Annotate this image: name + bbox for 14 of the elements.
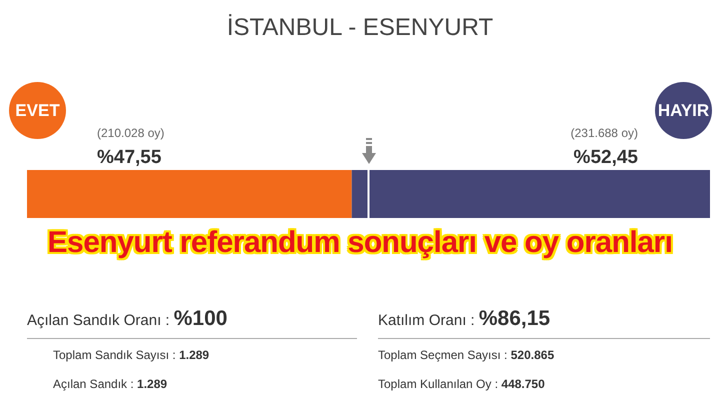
- text: EVET: [9, 82, 66, 139]
- text: Toplam Sandık Sayısı : 1.289: [53, 348, 210, 362]
- text: (231.688 oy): [570, 126, 638, 140]
- chart-title: İSTANBUL - ESENYURT: [226, 14, 494, 42]
- text: Katılım Oranı : %86,15: [378, 306, 550, 332]
- text: (210.028 oy): [97, 126, 164, 140]
- text: HAYIR: [655, 82, 712, 139]
- data-label: %47,55: [97, 147, 162, 168]
- data-label: %52,45: [574, 147, 638, 168]
- text: Açılan Sandık Oranı : %100: [27, 306, 228, 332]
- text: Toplam Seçmen Sayısı : 520.865: [378, 348, 554, 362]
- text: Toplam Kullanılan Oy : 448.750: [378, 377, 545, 392]
- text: Açılan Sandık : 1.289: [53, 377, 168, 392]
- text: Esenyurt referandum sonuçları ve oy oranları: [46, 226, 674, 260]
